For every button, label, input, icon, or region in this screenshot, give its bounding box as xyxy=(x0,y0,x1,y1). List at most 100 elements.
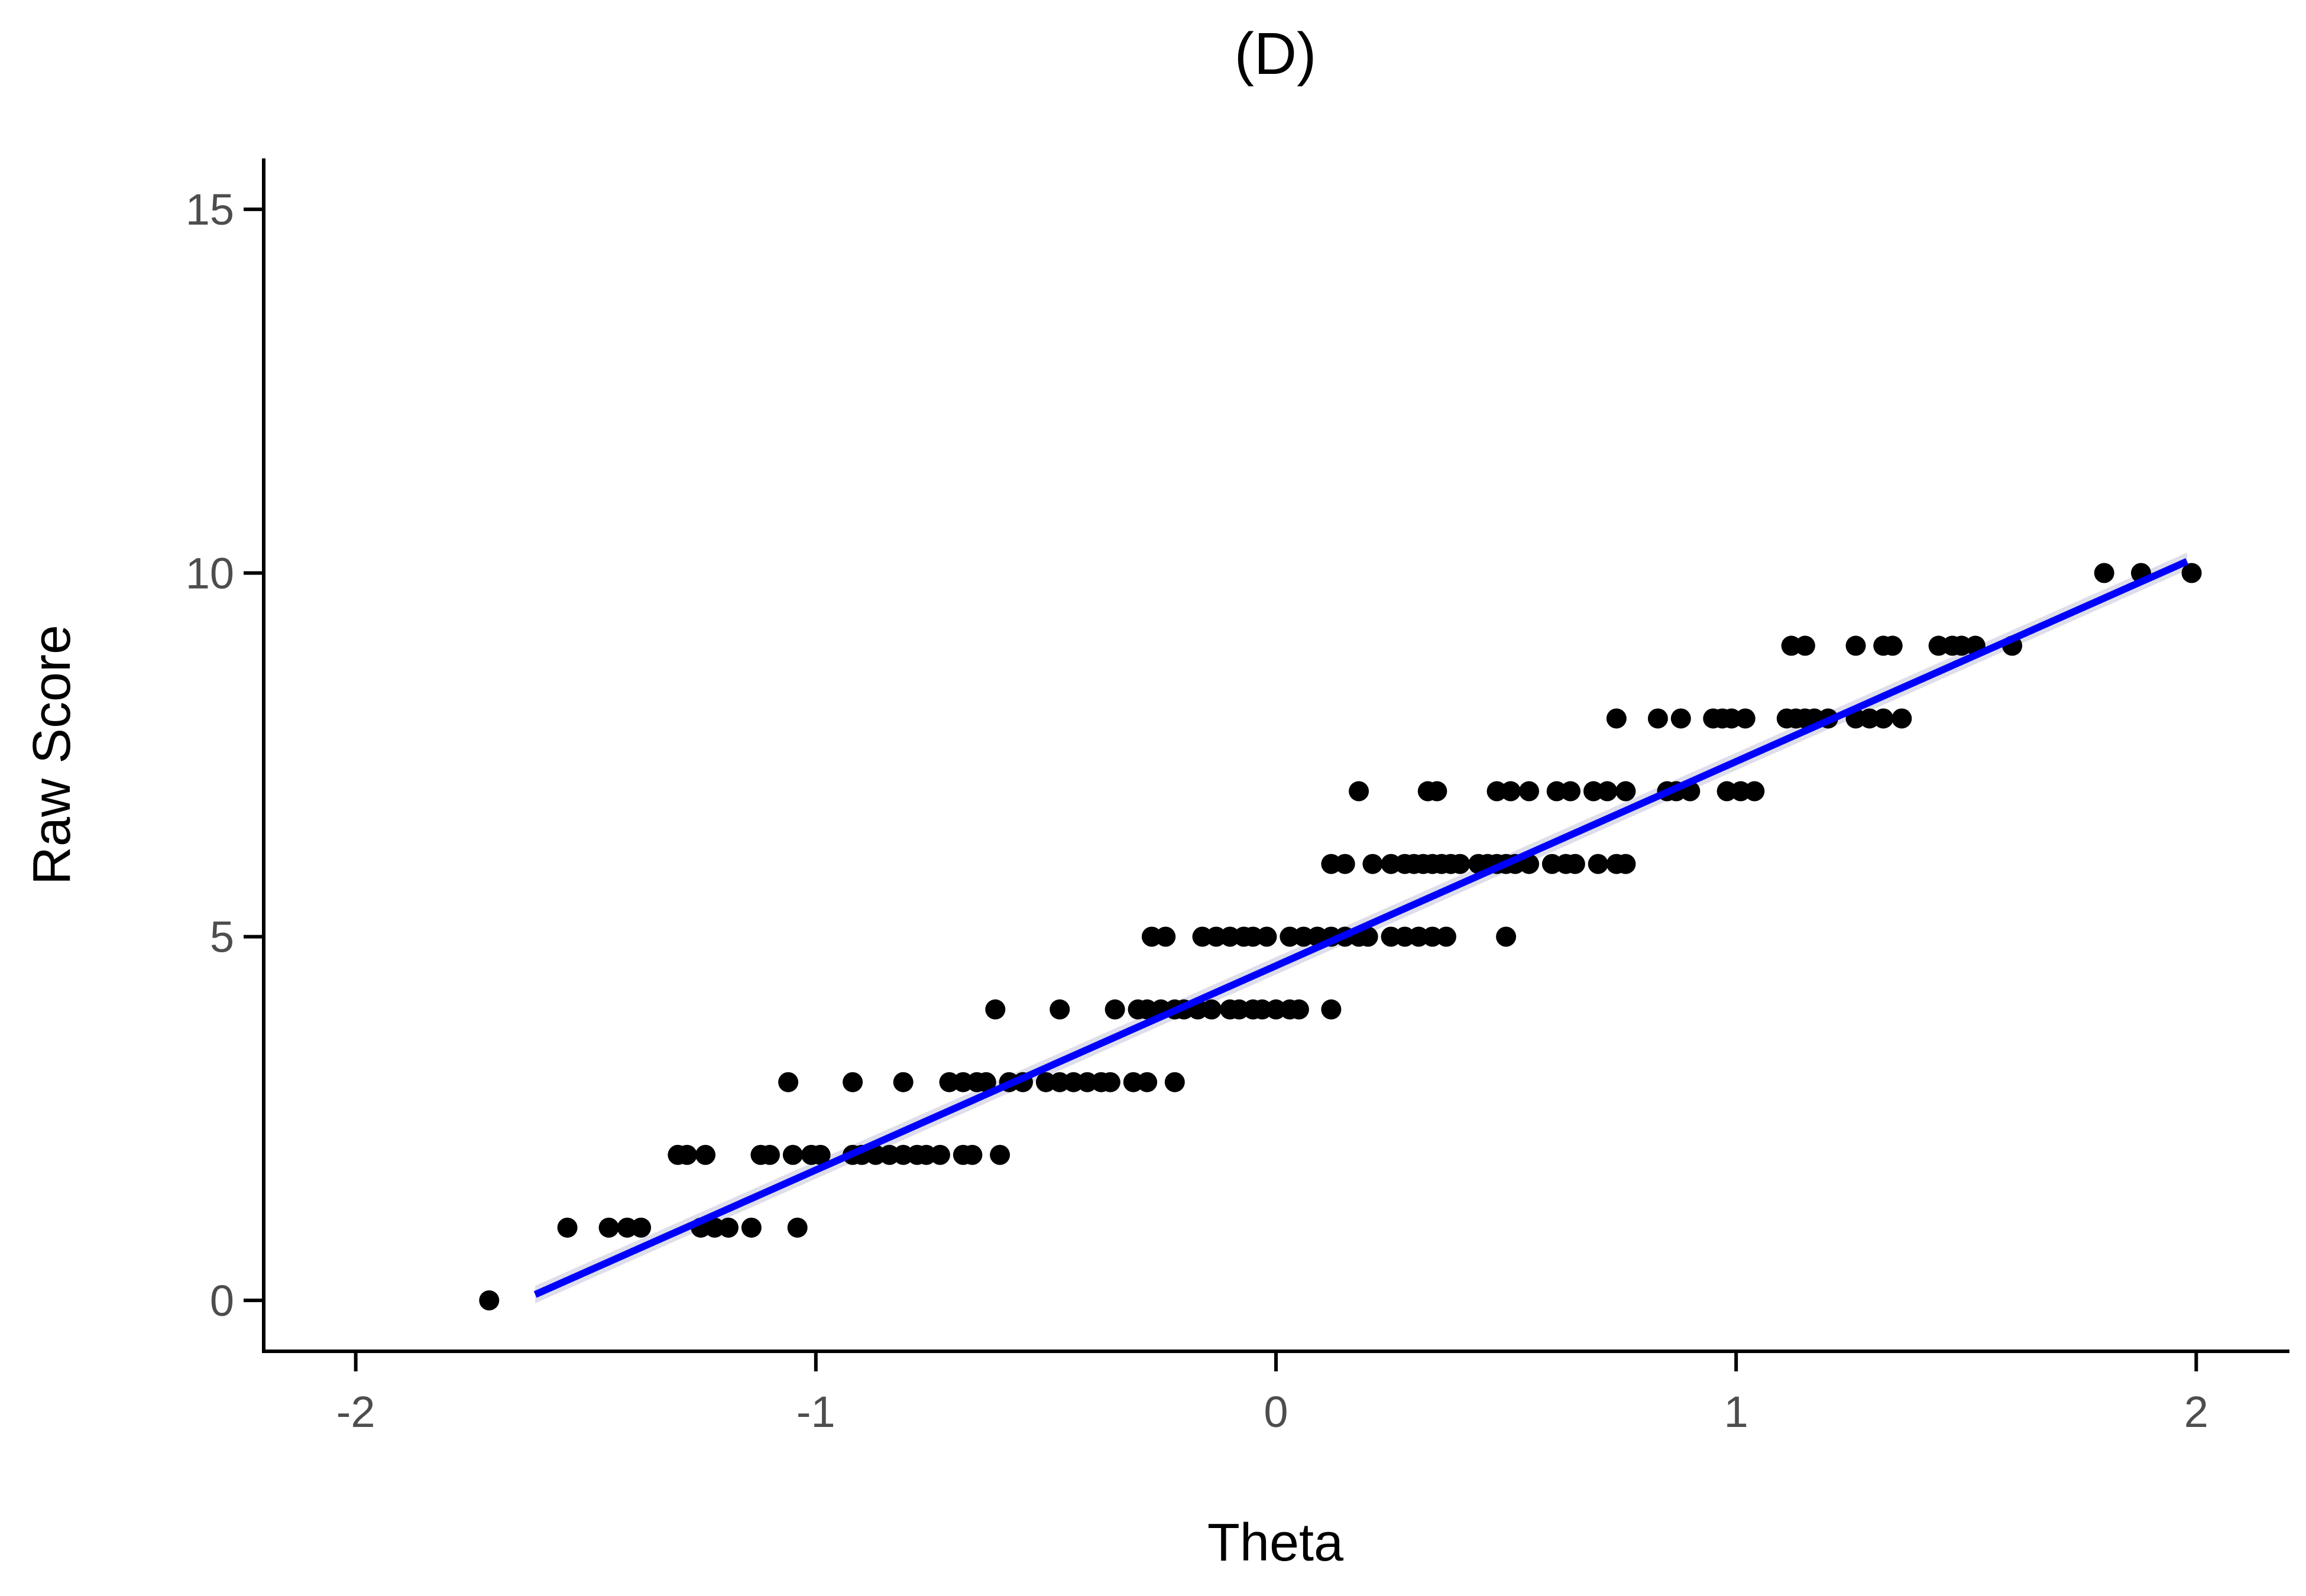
data-point xyxy=(1362,854,1383,874)
data-point xyxy=(1063,1072,1084,1092)
data-point xyxy=(1450,854,1471,874)
data-point xyxy=(1381,854,1401,874)
data-point xyxy=(1647,708,1668,729)
data-point xyxy=(1845,635,1866,656)
data-point xyxy=(1496,926,1517,947)
chart-title: (D) xyxy=(1235,21,1317,87)
data-point xyxy=(1201,999,1222,1020)
x-tick-label: 1 xyxy=(1724,1387,1748,1436)
data-point xyxy=(1335,854,1355,874)
data-point xyxy=(1137,999,1158,1020)
data-point xyxy=(782,1144,803,1165)
data-point xyxy=(704,1217,725,1238)
data-point xyxy=(1882,635,1903,656)
data-point xyxy=(1928,635,1949,656)
data-point xyxy=(990,1144,1011,1165)
data-point xyxy=(2181,563,2202,583)
data-point xyxy=(1077,1072,1097,1092)
data-point xyxy=(843,1072,863,1092)
x-axis-title: Theta xyxy=(1207,1513,1344,1572)
data-point xyxy=(879,1144,900,1165)
data-point xyxy=(893,1072,914,1092)
data-point xyxy=(1615,781,1636,802)
data-point xyxy=(479,1290,500,1310)
data-point xyxy=(760,1144,780,1165)
data-point xyxy=(929,1144,950,1165)
data-point xyxy=(1546,781,1567,802)
data-point xyxy=(1721,708,1742,729)
data-point xyxy=(1192,926,1213,947)
data-point xyxy=(810,1144,831,1165)
data-point xyxy=(1164,1072,1185,1092)
data-point xyxy=(631,1217,652,1238)
data-point xyxy=(1050,1072,1070,1092)
data-point xyxy=(1744,781,1765,802)
data-point xyxy=(1321,854,1342,874)
data-point xyxy=(778,1072,799,1092)
data-point xyxy=(741,1217,762,1238)
y-axis-title: Raw Score xyxy=(22,625,82,885)
x-tick-label: -1 xyxy=(796,1387,835,1436)
data-point xyxy=(1123,1072,1144,1092)
y-tick-label: 0 xyxy=(210,1276,234,1325)
data-point xyxy=(718,1217,739,1238)
data-point xyxy=(1229,999,1249,1020)
data-point xyxy=(617,1217,637,1238)
data-point xyxy=(1541,854,1562,874)
data-point xyxy=(1394,926,1415,947)
data-point xyxy=(557,1217,578,1238)
data-point xyxy=(695,1144,716,1165)
y-tick-label: 10 xyxy=(186,549,234,598)
x-axis-ticks: -2 -1 0 1 2 xyxy=(336,1351,2208,1436)
data-point xyxy=(916,1144,937,1165)
data-point xyxy=(1795,635,1815,656)
data-point xyxy=(1321,999,1342,1020)
data-point xyxy=(865,1144,886,1165)
data-point xyxy=(976,1072,996,1092)
data-point xyxy=(1730,781,1751,802)
data-point xyxy=(1141,926,1162,947)
x-tick-label: -2 xyxy=(336,1387,375,1436)
data-point xyxy=(1243,926,1264,947)
data-point xyxy=(1349,781,1369,802)
data-point xyxy=(1252,999,1272,1020)
data-point xyxy=(1220,926,1241,947)
data-point xyxy=(787,1217,808,1238)
data-point xyxy=(1408,926,1429,947)
data-point xyxy=(1565,854,1585,874)
data-point xyxy=(1606,708,1627,729)
y-tick-label: 5 xyxy=(210,913,234,962)
data-point xyxy=(676,1144,697,1165)
data-point xyxy=(1500,781,1521,802)
data-point xyxy=(1100,1072,1120,1092)
data-point xyxy=(985,999,1006,1020)
data-point xyxy=(1035,1072,1056,1092)
x-tick-label: 2 xyxy=(2184,1387,2208,1436)
data-point xyxy=(1615,854,1636,874)
data-point xyxy=(1519,781,1539,802)
data-point xyxy=(1486,781,1507,802)
y-tick-label: 15 xyxy=(186,185,234,234)
data-point xyxy=(1381,926,1401,947)
data-point xyxy=(893,1144,914,1165)
data-point xyxy=(1288,999,1309,1020)
regression-line xyxy=(533,558,2189,1298)
data-point xyxy=(1583,781,1604,802)
data-point xyxy=(939,1072,960,1092)
data-point xyxy=(1716,781,1737,802)
data-point xyxy=(598,1217,619,1238)
data-point xyxy=(1155,926,1176,947)
data-point xyxy=(2094,563,2114,583)
data-point xyxy=(1422,926,1443,947)
data-point xyxy=(1781,635,1802,656)
data-point xyxy=(1358,926,1378,947)
data-point xyxy=(953,1072,973,1092)
data-point xyxy=(1280,926,1300,947)
data-point xyxy=(1105,999,1125,1020)
data-point xyxy=(1206,926,1226,947)
data-point xyxy=(1266,999,1286,1020)
data-point xyxy=(1951,635,1972,656)
data-point xyxy=(1137,1072,1158,1092)
